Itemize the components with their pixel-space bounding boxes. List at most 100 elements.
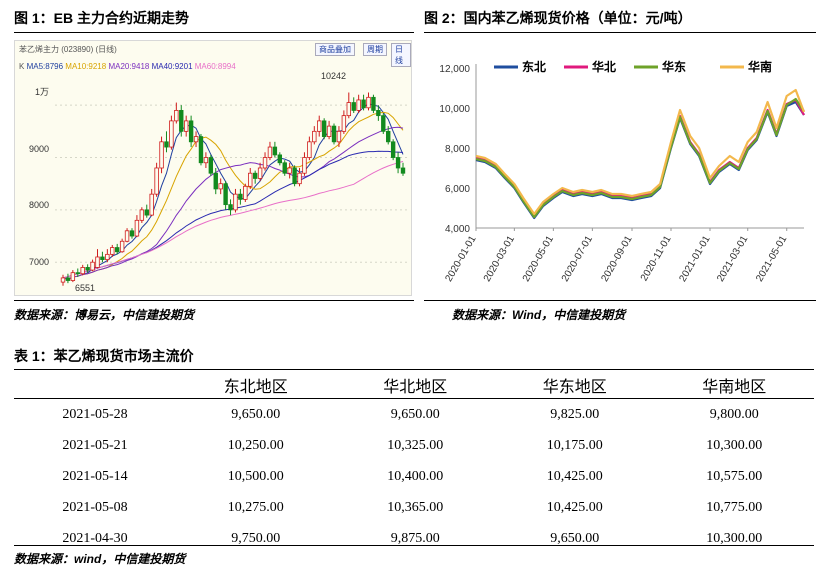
figure-2-title: 图 2：国内苯乙烯现货价格（单位：元/吨） xyxy=(424,10,692,26)
candle-body xyxy=(386,130,391,143)
candle-body xyxy=(218,183,223,190)
candle-body xyxy=(100,256,105,260)
price-cell: 10,400.00 xyxy=(387,468,444,484)
price-cell: 9,650.00 xyxy=(231,406,281,422)
ma10-label: MA10:9218 xyxy=(65,62,107,71)
ma60-label: MA60:8994 xyxy=(194,62,236,71)
candle-body xyxy=(282,162,287,174)
candle-body xyxy=(400,167,406,174)
y-tick-label: 7000 xyxy=(29,257,49,267)
candle-body xyxy=(267,146,273,158)
date-cell: 2021-05-14 xyxy=(62,468,128,484)
candle-body xyxy=(105,253,110,260)
candle-body xyxy=(169,120,174,148)
price-cell: 10,425.00 xyxy=(546,499,603,515)
candle-body xyxy=(95,256,100,268)
tab-commodity-overlay[interactable]: 商品叠加 xyxy=(315,43,355,56)
price-cell: 10,365.00 xyxy=(387,499,444,515)
candle-body xyxy=(341,115,347,132)
candle-body xyxy=(356,99,361,111)
figure-2-bottom-rule xyxy=(424,300,816,301)
candle-body xyxy=(193,136,199,143)
candle-body xyxy=(179,110,184,132)
candle-body xyxy=(371,96,376,111)
candle-body xyxy=(257,167,263,179)
date-cell: 2021-05-28 xyxy=(62,406,128,422)
price-cell: 10,500.00 xyxy=(227,468,284,484)
x-tick-label: 2020-01-01 xyxy=(443,234,478,284)
candle-body xyxy=(223,183,228,206)
figure-1-bottom-rule xyxy=(14,300,414,301)
table-header-row: 东北地区 华北地区 华东地区 华南地区 xyxy=(14,372,814,399)
table-row: 2021-04-30 9,750.00 9,875.00 9,650.00 10… xyxy=(14,523,814,554)
candle-body xyxy=(144,209,149,216)
candle-body xyxy=(307,141,312,158)
table-header-cell: 华北地区 xyxy=(335,372,495,399)
price-cell: 10,250.00 xyxy=(227,437,284,453)
x-tick-label: 2020-03-01 xyxy=(482,234,517,284)
table-row: 2021-05-08 10,275.00 10,365.00 10,425.00… xyxy=(14,492,814,523)
price-cell: 9,650.00 xyxy=(550,530,600,546)
price-cell: 10,300.00 xyxy=(706,530,763,546)
legend-label: 华北 xyxy=(592,59,616,74)
y-tick-label: 1万 xyxy=(35,87,49,97)
price-table: 东北地区 华北地区 华东地区 华南地区 2021-05-28 9,650.00 … xyxy=(14,372,814,554)
candle-body xyxy=(80,267,85,275)
table-header-cell: 华南地区 xyxy=(654,372,814,399)
figure-2-top-rule xyxy=(424,32,816,33)
x-tick-label: 2021-05-01 xyxy=(754,234,789,284)
moving-average-line xyxy=(62,103,404,280)
candle-body xyxy=(208,157,214,174)
candle-body xyxy=(110,247,115,255)
candle-body xyxy=(248,172,253,187)
candle-body xyxy=(139,209,145,221)
candlestick-chart: 1万 9000 8000 7000 10242 6551 xyxy=(29,71,407,293)
candle-body xyxy=(351,102,356,111)
ma5-label: MA5:8796 xyxy=(26,62,64,71)
tab-period[interactable]: 周期 xyxy=(363,43,387,56)
table-header-cell: 东北地区 xyxy=(176,372,336,399)
figure-1-title: 图 1：EB 主力合约近期走势 xyxy=(14,10,190,26)
x-tick-label: 2021-03-01 xyxy=(715,234,750,284)
legend-label: 华东 xyxy=(662,59,686,74)
legend-label: 华南 xyxy=(748,59,772,74)
table-row: 2021-05-21 10,250.00 10,325.00 10,175.00… xyxy=(14,430,814,461)
candle-body xyxy=(366,96,371,109)
candle-body xyxy=(134,219,140,237)
table-bottom-rule xyxy=(14,545,814,546)
x-tick-label: 2021-01-01 xyxy=(678,234,713,284)
candle-body xyxy=(149,193,154,216)
figure-1-top-rule xyxy=(14,32,414,33)
tab-daily[interactable]: 日线 xyxy=(391,43,411,67)
y-tick-label: 4,000 xyxy=(445,224,470,235)
candle-body xyxy=(238,193,243,200)
moving-average-line xyxy=(62,126,404,280)
price-cell: 9,875.00 xyxy=(390,530,440,546)
table-title: 表 1：苯乙烯现货市场主流价 xyxy=(14,348,194,364)
table-header-cell xyxy=(14,372,176,399)
candle-body xyxy=(390,141,396,158)
price-cell: 9,650.00 xyxy=(390,406,440,422)
ma40-label: MA40:9201 xyxy=(151,62,193,71)
candle-body xyxy=(346,102,351,117)
date-cell: 2021-04-30 xyxy=(62,530,128,546)
candle-body xyxy=(213,172,218,190)
price-cell: 9,825.00 xyxy=(550,406,600,422)
ma-prefix: K xyxy=(19,62,25,71)
candle-body xyxy=(65,277,71,281)
candle-body xyxy=(262,157,268,169)
moving-average-line xyxy=(62,160,404,279)
candle-body xyxy=(124,230,130,242)
candle-body xyxy=(297,172,302,185)
ma-legend: K MA5:8796 MA10:9218 MA20:9418 MA40:9201… xyxy=(19,62,236,71)
candle-body xyxy=(129,230,135,237)
candle-body xyxy=(154,167,159,195)
candle-body xyxy=(376,110,381,117)
price-cell: 10,300.00 xyxy=(706,437,763,453)
candle-body xyxy=(317,120,322,132)
candle-body xyxy=(381,115,386,132)
candle-body xyxy=(115,247,120,253)
price-cell: 10,275.00 xyxy=(227,499,284,515)
date-cell: 2021-05-21 xyxy=(62,437,128,453)
x-tick-label: 2020-07-01 xyxy=(560,234,595,284)
